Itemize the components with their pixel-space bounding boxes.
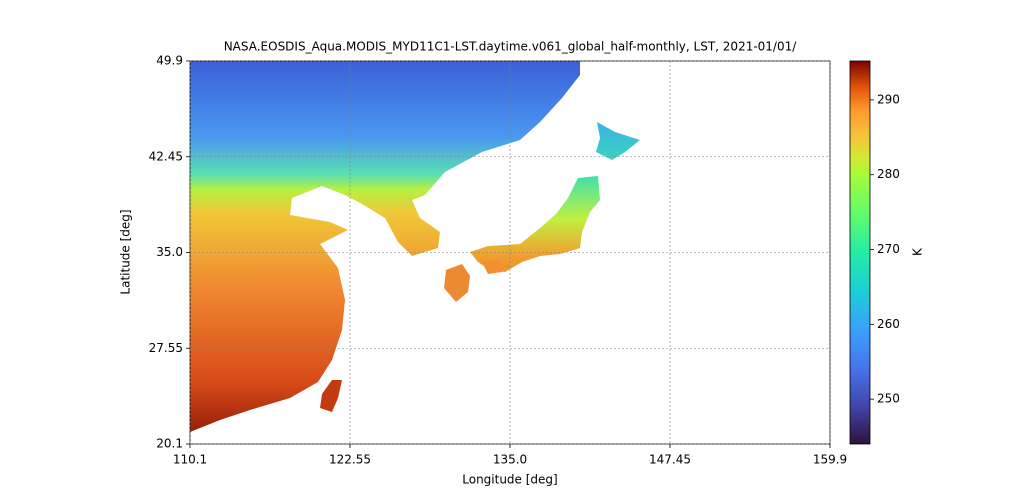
taiwan xyxy=(320,380,342,412)
chart-title: NASA.EOSDIS_Aqua.MODIS_MYD11C1-LST.dayti… xyxy=(224,40,798,54)
colorbar-tick-label: 250 xyxy=(877,392,900,406)
colorbar xyxy=(850,61,870,444)
y-tick-label: 42.45 xyxy=(149,149,183,163)
x-tick-label: 135.0 xyxy=(493,453,527,467)
colorbar-tick-label: 280 xyxy=(877,167,900,181)
kyushu xyxy=(444,264,470,302)
colorbar-tick-label: 270 xyxy=(877,242,900,256)
mainland xyxy=(190,61,580,432)
colorbar-tick-label: 290 xyxy=(877,92,900,106)
colorbar-frame xyxy=(849,60,871,445)
colorbar-tick-label: 260 xyxy=(877,317,900,331)
colorbar-label: K xyxy=(911,247,925,256)
hokkaido xyxy=(596,122,640,160)
x-tick-label: 110.1 xyxy=(173,453,207,467)
x-tick-label: 159.9 xyxy=(813,453,847,467)
shikoku xyxy=(482,260,502,274)
land-raster xyxy=(190,61,640,432)
y-tick-label: 35.0 xyxy=(156,245,183,259)
honshu xyxy=(470,176,600,272)
x-axis-label: Longitude [deg] xyxy=(462,473,557,487)
y-tick-label: 27.55 xyxy=(149,341,183,355)
x-tick-label: 122.55 xyxy=(329,453,371,467)
x-tick-label: 147.45 xyxy=(649,453,691,467)
y-axis-label: Latitude [deg] xyxy=(119,209,133,294)
y-tick-label: 49.9 xyxy=(156,54,183,68)
y-tick-label: 20.1 xyxy=(156,437,183,451)
